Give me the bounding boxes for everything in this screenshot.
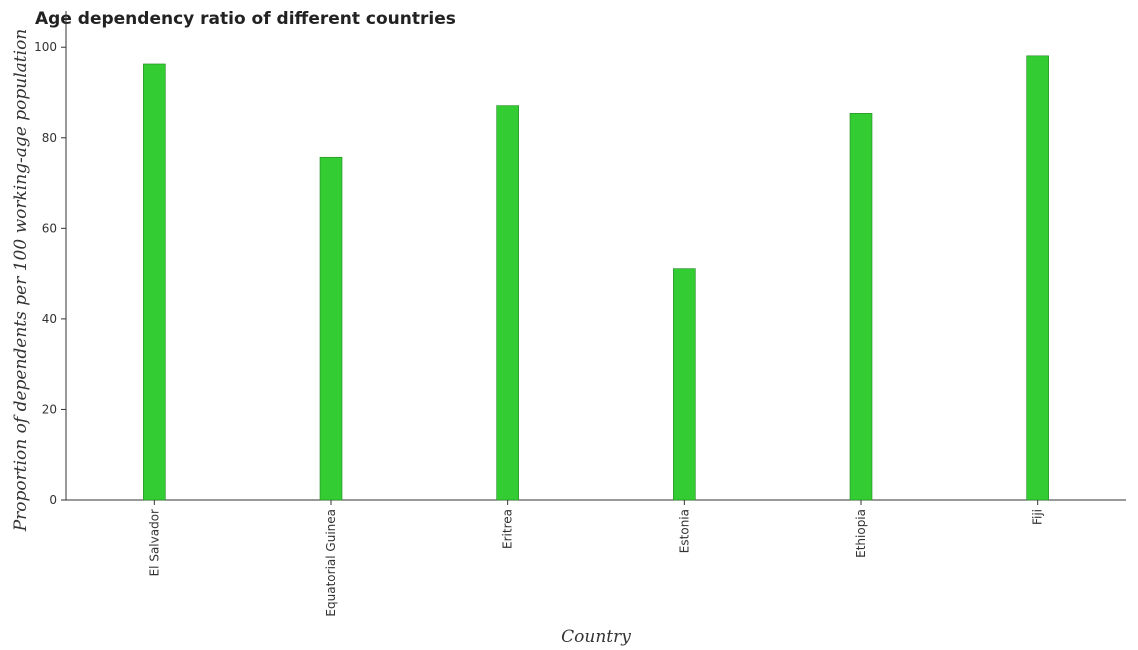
bar <box>673 268 696 501</box>
y-tick-label: 0 <box>49 493 57 507</box>
chart-title: Age dependency ratio of different countr… <box>35 9 456 29</box>
x-tick-label: El Salvador <box>147 509 161 576</box>
x-tick-label: Fiji <box>1031 509 1045 525</box>
bar <box>143 63 166 501</box>
bar <box>319 156 343 501</box>
y-tick-label: 100 <box>34 40 57 54</box>
x-tick-label: Ethiopia <box>854 509 868 558</box>
x-tick-label: Estonia <box>677 509 691 553</box>
x-tick-label: Eritrea <box>501 509 515 549</box>
y-tick-label: 60 <box>42 221 57 235</box>
plot-area: 0 20 40 60 80 100 El Salvador Equatorial Guinea… <box>34 11 1126 617</box>
y-tick-label: 40 <box>42 312 57 326</box>
bar <box>1026 55 1049 501</box>
y-tick-label: 20 <box>42 402 57 416</box>
x-axis-label: Country <box>561 627 631 647</box>
y-axis-label: Proportion of dependents per 100 working… <box>11 29 31 533</box>
bar <box>496 105 519 501</box>
bar <box>849 113 873 501</box>
x-tick-label: Equatorial Guinea <box>324 509 338 617</box>
y-tick-label: 80 <box>42 131 57 145</box>
